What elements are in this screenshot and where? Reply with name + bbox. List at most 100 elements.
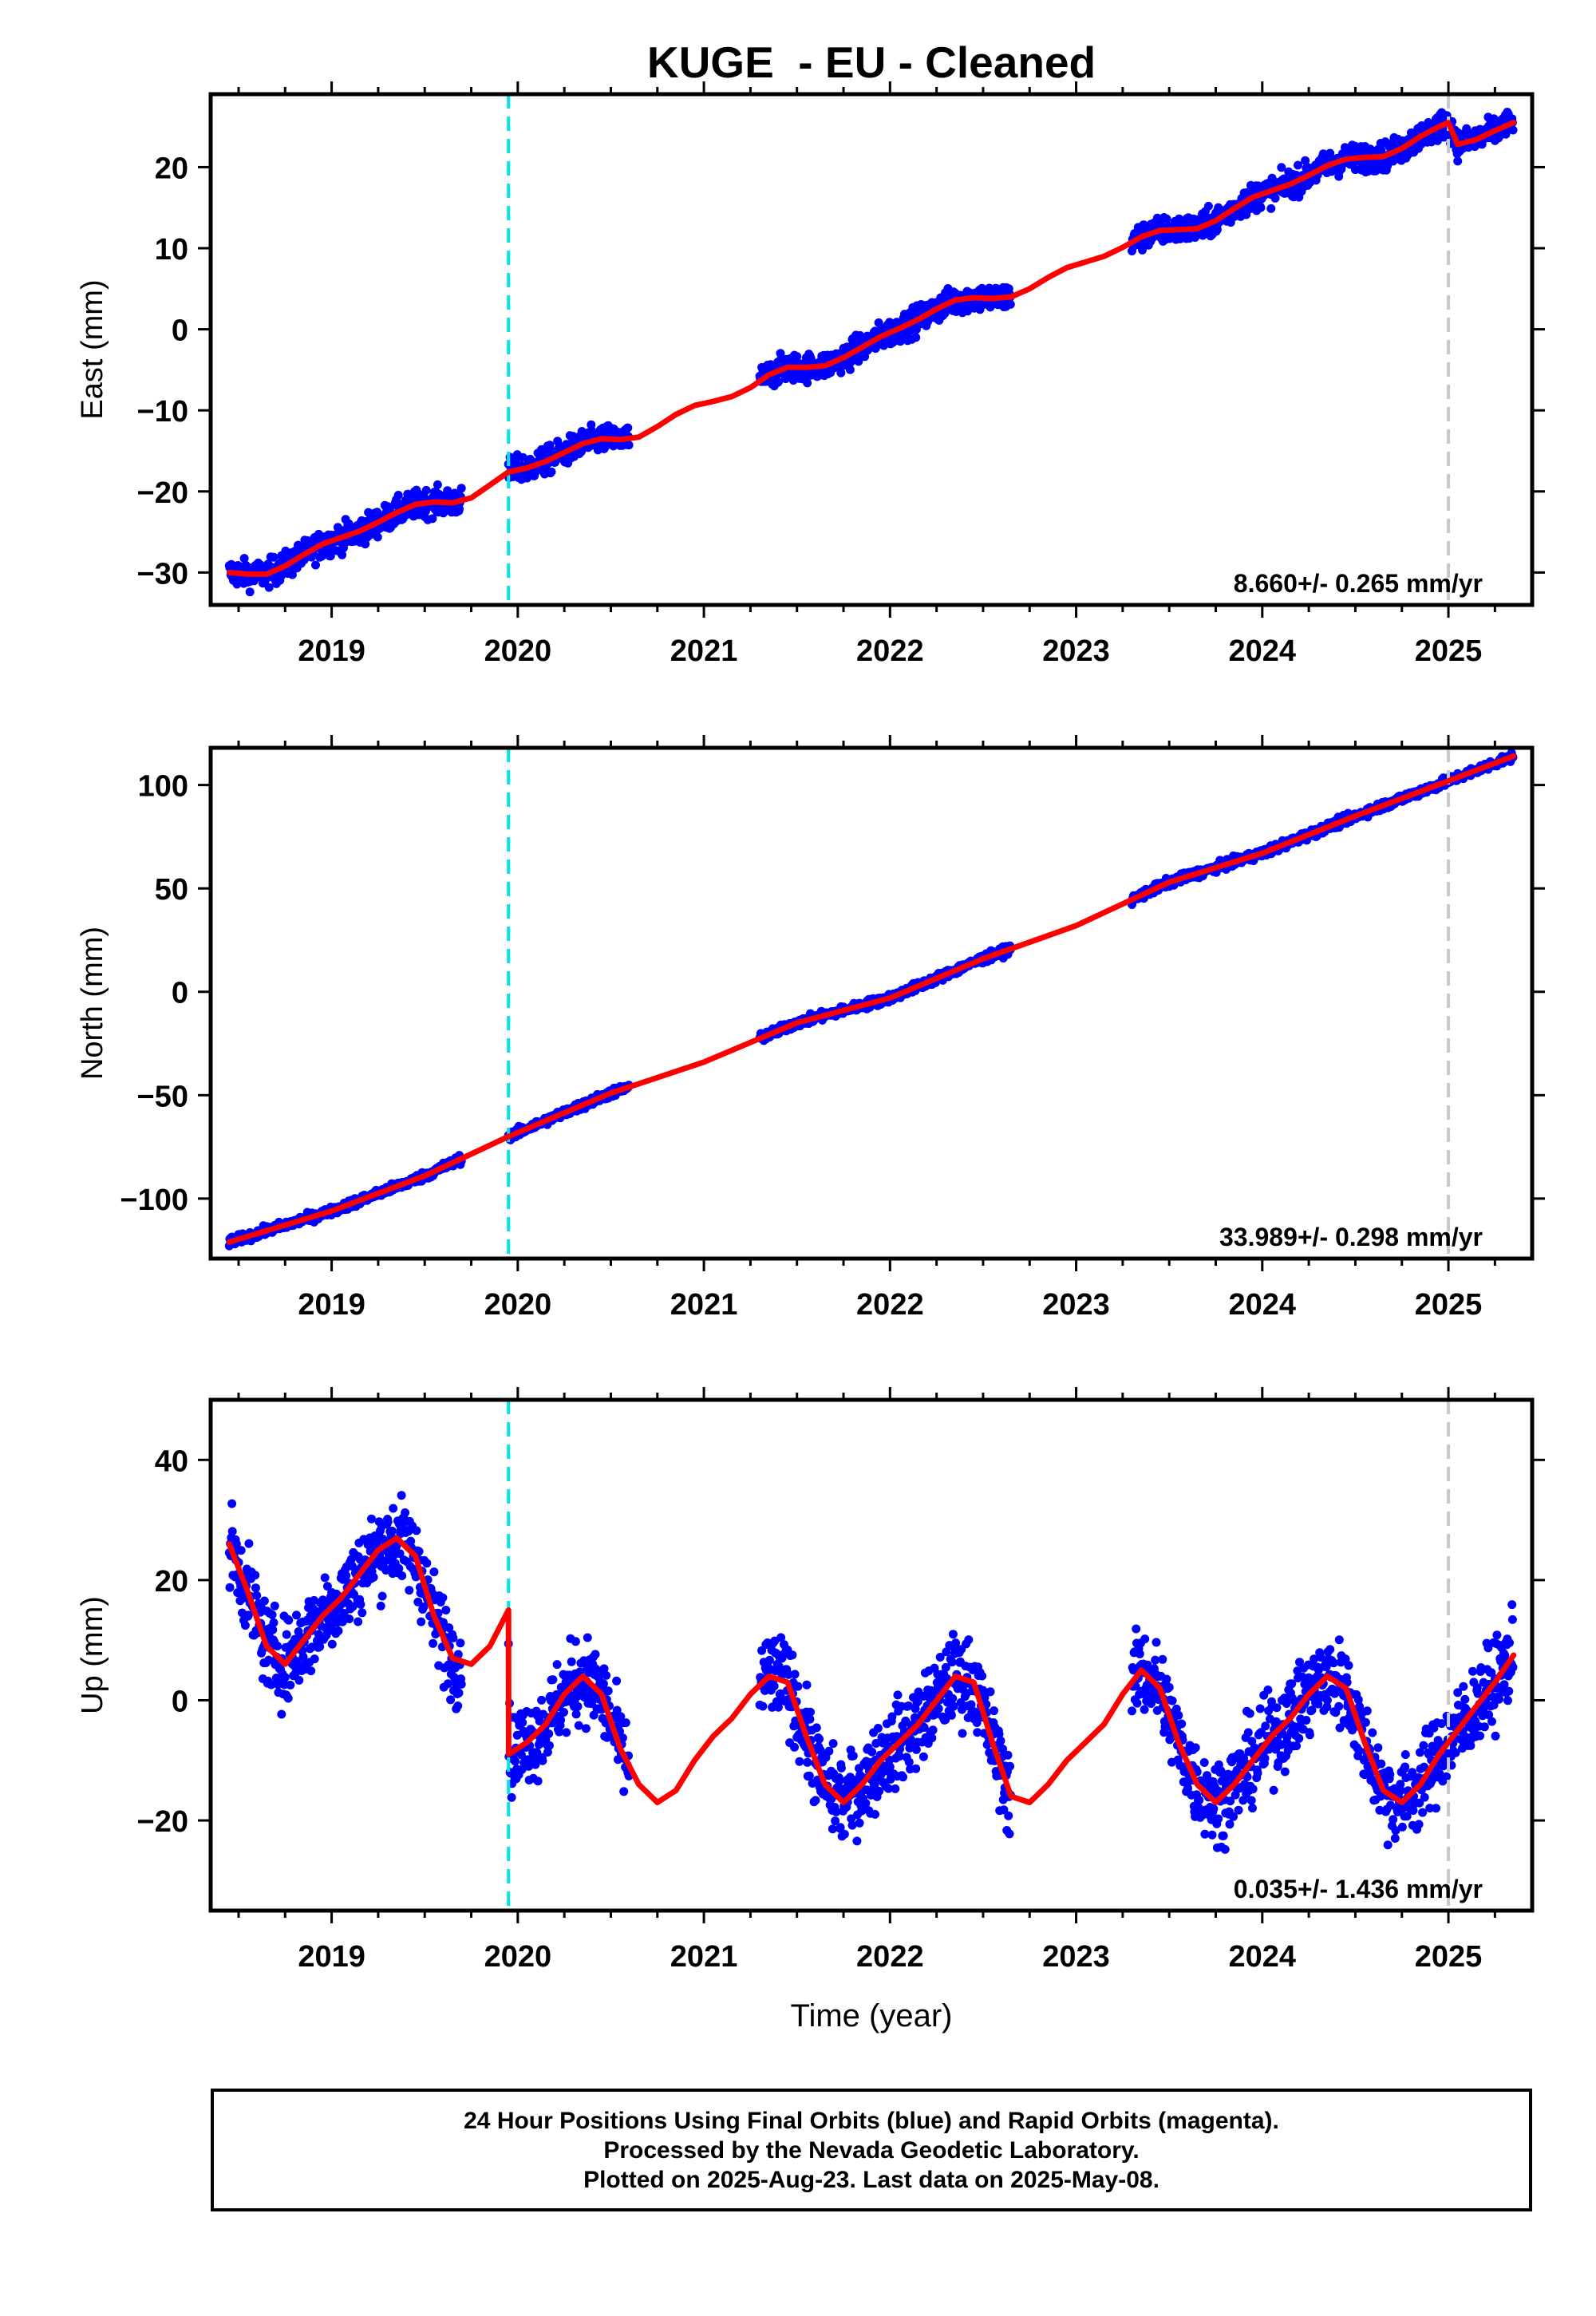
observation-point bbox=[511, 1757, 520, 1766]
observation-point bbox=[439, 1618, 448, 1627]
observation-point bbox=[377, 1591, 387, 1601]
observation-point bbox=[338, 1617, 347, 1626]
observation-points bbox=[224, 1491, 1518, 1854]
y-tick-label: −100 bbox=[120, 1184, 188, 1217]
observation-point bbox=[574, 1721, 583, 1730]
observation-point bbox=[376, 1601, 385, 1611]
observation-point bbox=[793, 1682, 803, 1691]
observation-point bbox=[848, 1751, 858, 1761]
observation-point bbox=[456, 484, 466, 493]
y-tick-label: −50 bbox=[137, 1080, 188, 1113]
observation-point bbox=[836, 1763, 846, 1773]
observation-point bbox=[429, 1638, 438, 1648]
x-tick-label: 2023 bbox=[1042, 634, 1110, 668]
observation-point bbox=[1162, 214, 1171, 223]
observation-point bbox=[446, 1695, 456, 1705]
observation-point bbox=[873, 1724, 883, 1733]
panel-east: 2019 2020 2021 2022 2023 2024 2025−30−20−10010… bbox=[76, 81, 1545, 668]
observation-point bbox=[598, 1679, 608, 1689]
observation-point bbox=[453, 1701, 463, 1710]
observation-point bbox=[760, 1686, 769, 1695]
observation-point bbox=[1203, 201, 1213, 211]
observation-point bbox=[618, 1733, 627, 1743]
y-tick-label: 50 bbox=[155, 873, 188, 907]
observation-point bbox=[367, 1514, 376, 1524]
observation-point bbox=[899, 1773, 907, 1782]
observation-point bbox=[904, 1701, 914, 1710]
observation-point bbox=[348, 1602, 358, 1611]
observation-point bbox=[555, 1727, 564, 1737]
y-tick-label: 20 bbox=[155, 152, 188, 185]
observation-point bbox=[270, 1601, 279, 1611]
observation-point bbox=[361, 539, 370, 549]
observation-point bbox=[599, 1664, 609, 1674]
observation-point bbox=[327, 1639, 337, 1649]
observation-point bbox=[583, 1633, 592, 1642]
y-tick-label: 0 bbox=[172, 314, 188, 348]
observation-point bbox=[236, 1546, 246, 1555]
observation-point bbox=[267, 1610, 277, 1619]
observation-point bbox=[815, 1734, 824, 1744]
observation-point bbox=[587, 1698, 596, 1708]
observation-point bbox=[412, 1526, 421, 1535]
observation-point bbox=[812, 1723, 821, 1733]
observation-point bbox=[621, 1718, 630, 1728]
observation-point bbox=[284, 1615, 294, 1625]
observation-point bbox=[443, 1679, 452, 1689]
observation-point bbox=[311, 560, 320, 570]
observation-point bbox=[268, 1625, 278, 1634]
observation-point bbox=[322, 1630, 331, 1640]
observation-point bbox=[283, 1694, 293, 1703]
observation-point bbox=[835, 1777, 844, 1786]
observation-point bbox=[847, 1820, 857, 1830]
observation-point bbox=[591, 1650, 600, 1659]
observation-point bbox=[769, 1682, 779, 1691]
observation-point bbox=[581, 1724, 591, 1733]
model-fit-line bbox=[226, 753, 1517, 1245]
observation-point bbox=[383, 1517, 393, 1527]
observation-point bbox=[298, 1652, 308, 1662]
observation-point bbox=[387, 1526, 397, 1535]
plot-frame bbox=[208, 92, 1535, 607]
observation-point bbox=[804, 1771, 814, 1780]
observation-point bbox=[1005, 299, 1015, 309]
observation-point bbox=[369, 1572, 378, 1582]
observation-point bbox=[389, 1504, 398, 1513]
observation-point bbox=[393, 491, 403, 500]
observation-point bbox=[338, 550, 347, 559]
observation-point bbox=[282, 1630, 291, 1639]
observation-point bbox=[883, 1784, 893, 1793]
observation-point bbox=[790, 1742, 799, 1752]
observation-point bbox=[512, 1730, 522, 1740]
observation-point bbox=[456, 1679, 466, 1689]
observation-point bbox=[795, 1757, 804, 1766]
observation-point bbox=[619, 1787, 629, 1796]
observation-point bbox=[342, 1571, 351, 1580]
observation-point bbox=[612, 1676, 622, 1686]
observation-point bbox=[603, 1686, 613, 1696]
observation-point bbox=[315, 1642, 325, 1651]
observation-point bbox=[776, 1633, 786, 1642]
observation-point bbox=[861, 1799, 871, 1808]
observation-point bbox=[571, 1709, 581, 1719]
observation-point bbox=[567, 1657, 576, 1666]
observation-point bbox=[543, 1748, 552, 1757]
observation-point bbox=[891, 1784, 900, 1793]
observation-point bbox=[602, 1670, 611, 1680]
observation-point bbox=[516, 1750, 526, 1760]
rate-annotation: 33.989+/- 0.298 mm/yr bbox=[1219, 1223, 1483, 1251]
observation-point bbox=[805, 1714, 815, 1724]
observation-point bbox=[1277, 163, 1286, 172]
observation-point bbox=[358, 1608, 367, 1618]
observation-point bbox=[773, 377, 783, 387]
y-tick-label: −20 bbox=[137, 476, 188, 510]
observation-point bbox=[294, 1675, 304, 1685]
observation-point bbox=[339, 1609, 349, 1618]
observation-point bbox=[507, 1792, 516, 1802]
observation-point bbox=[623, 423, 633, 433]
observation-point bbox=[397, 1491, 406, 1500]
observation-point bbox=[839, 1829, 849, 1839]
observation-point bbox=[438, 1593, 448, 1603]
